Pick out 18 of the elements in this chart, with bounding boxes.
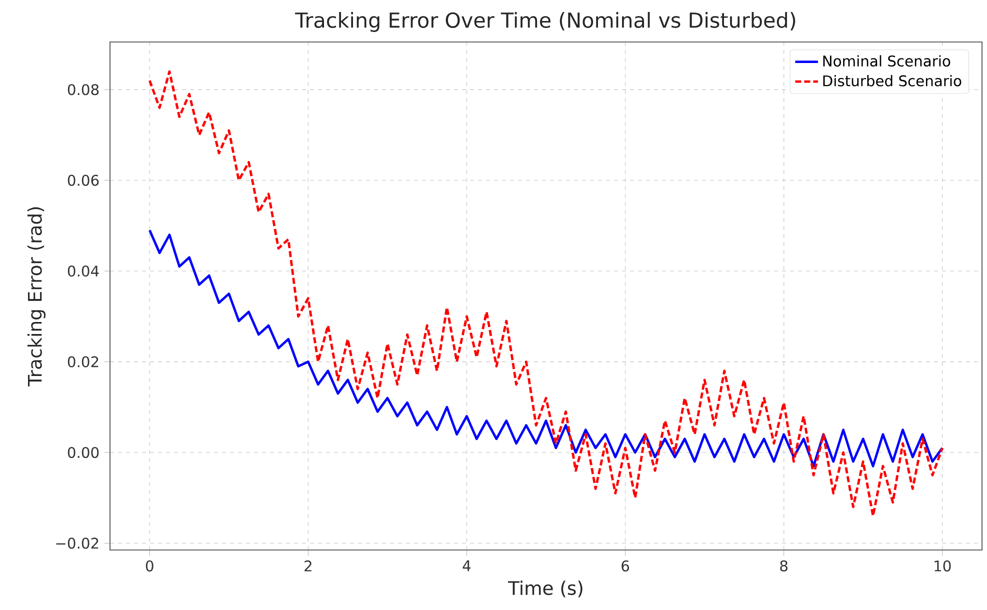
x-tick-label: 2 — [304, 560, 312, 572]
chart-title: Tracking Error Over Time (Nominal vs Disturbed) — [295, 12, 796, 32]
x-tick-label: 4 — [462, 560, 471, 572]
x-tick-label: 0 — [146, 560, 154, 572]
y-tick-label: 0.06 — [68, 174, 99, 186]
y-tick-label: 0.08 — [68, 84, 99, 96]
x-tick-label: 10 — [934, 560, 951, 572]
line-series — [148, 229, 944, 468]
y-tick-label: −0.02 — [56, 538, 98, 549]
y-tick-label: 0.00 — [68, 446, 99, 458]
y-tick-label: 0.02 — [68, 356, 98, 368]
x-axis-title: Time (s) — [508, 580, 582, 598]
legend-label: Disturbed Scenario — [823, 75, 962, 86]
y-axis-title: Tracking Error (rad) — [27, 207, 46, 386]
legend-label: Nominal Scenario — [823, 55, 950, 67]
x-tick-label: 6 — [622, 560, 630, 572]
y-tick-label: 0.04 — [68, 266, 99, 277]
x-tick-label: 8 — [780, 560, 788, 572]
